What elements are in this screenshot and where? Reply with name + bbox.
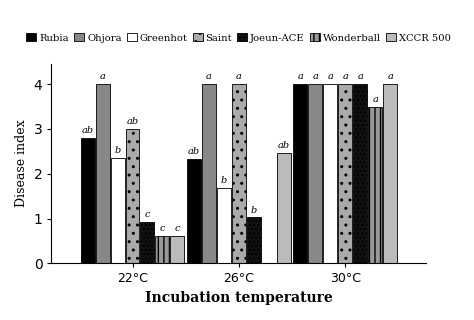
Text: b: b — [114, 146, 121, 156]
Text: ab: ab — [188, 147, 200, 156]
Text: a: a — [372, 95, 378, 104]
Text: ab: ab — [82, 126, 94, 135]
Text: a: a — [298, 72, 303, 81]
Text: a: a — [387, 72, 393, 81]
Bar — [155, 236, 169, 263]
Text: a: a — [236, 72, 242, 81]
Bar — [323, 84, 337, 263]
Bar — [293, 84, 308, 263]
Bar — [170, 236, 184, 263]
Text: c: c — [145, 211, 150, 220]
Text: a: a — [342, 72, 348, 81]
Bar — [338, 84, 352, 263]
Text: a: a — [357, 72, 363, 81]
Text: a: a — [206, 72, 212, 81]
X-axis label: Incubation temperature: Incubation temperature — [145, 291, 333, 305]
Text: ab: ab — [127, 117, 138, 126]
Text: b: b — [251, 205, 257, 214]
Bar — [247, 217, 261, 263]
Text: a: a — [328, 72, 333, 81]
Bar — [81, 138, 95, 263]
Bar — [126, 129, 139, 263]
Bar — [232, 84, 246, 263]
Bar — [353, 84, 367, 263]
Bar — [383, 84, 397, 263]
Legend: Rubia, Ohjora, Greenhot, Saint, Joeun-ACE, Wonderball, XCCR 500: Rubia, Ohjora, Greenhot, Saint, Joeun-AC… — [27, 33, 451, 43]
Bar — [217, 188, 231, 263]
Text: ab: ab — [278, 141, 290, 150]
Bar — [309, 84, 322, 263]
Bar — [96, 84, 109, 263]
Bar — [277, 153, 291, 263]
Text: c: c — [160, 224, 165, 233]
Bar — [110, 158, 125, 263]
Text: b: b — [221, 176, 227, 185]
Bar — [140, 222, 155, 263]
Text: a: a — [312, 72, 319, 81]
Y-axis label: Disease index: Disease index — [15, 120, 28, 207]
Bar — [202, 84, 216, 263]
Text: c: c — [174, 224, 180, 233]
Bar — [368, 107, 382, 263]
Text: a: a — [100, 72, 106, 81]
Bar — [187, 159, 201, 263]
